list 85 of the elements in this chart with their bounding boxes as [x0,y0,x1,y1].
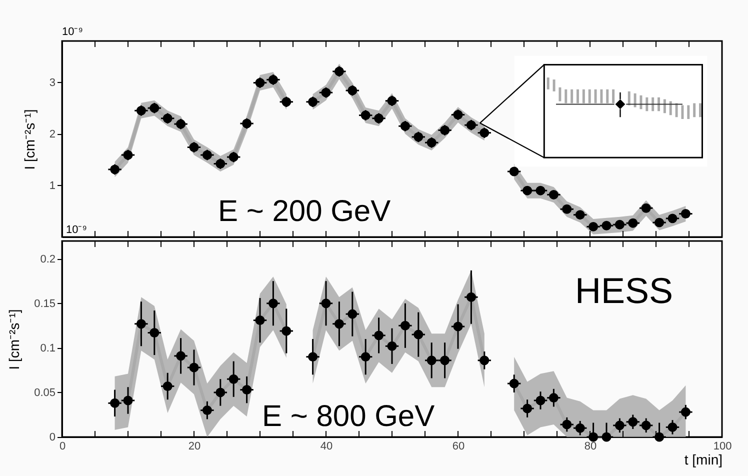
point [228,152,238,162]
point [242,118,252,128]
point [110,164,120,174]
point [562,204,572,214]
y-tick-label: 3 [49,76,56,89]
text: 10⁻⁹ [62,26,83,38]
y-tick-label: 0.15 [34,298,56,310]
y-tick-label: 0.05 [34,386,56,399]
point [680,209,690,219]
point [509,166,519,176]
y-axis-title: I [cm⁻²s⁻¹] [6,309,22,370]
point [641,420,651,430]
point [282,97,292,107]
point [334,319,344,329]
point [374,330,384,340]
point [680,407,690,417]
annotation: E ~ 800 GeV [262,400,435,433]
point [255,316,265,326]
point [668,422,678,432]
x-tick-label: 40 [320,440,333,452]
point [668,214,678,224]
annotation: HESS [575,270,674,311]
y-axis-title: I [cm⁻²s⁻¹] [21,109,38,170]
point [202,150,212,160]
point [189,362,199,372]
point [414,132,424,142]
annotation: 10⁻⁹ [66,224,87,236]
y-tick-label: 0.2 [40,253,56,266]
point [162,381,172,391]
point [321,298,331,308]
x-tick-label: 80 [584,440,597,452]
x-tick-label: 100 [713,440,732,452]
point [426,138,436,148]
x-tick-label: 60 [452,440,465,452]
point [360,352,370,362]
point [480,356,490,366]
point [509,378,519,388]
point [228,374,238,384]
y-tick-label: 0 [49,432,56,444]
point [216,159,226,168]
point [480,128,490,138]
point [334,66,344,76]
y-tick-label: 0.1 [40,342,56,354]
x-tick-label: 0 [59,440,66,452]
point [242,385,252,395]
point [308,352,318,362]
x-tick-label: 20 [188,440,201,452]
point [414,330,424,340]
point [268,298,278,308]
point [641,203,651,213]
point [123,150,133,160]
point [562,420,572,430]
y-tick-label: 2 [49,128,56,140]
point [548,190,558,200]
point [189,142,199,152]
point [176,351,186,361]
point [282,326,292,336]
point [466,292,476,302]
point [654,218,664,228]
point [216,388,226,398]
point [440,126,450,135]
point [348,86,358,96]
point [614,420,624,430]
point [400,121,410,131]
point [453,110,463,120]
point [654,432,664,442]
point [400,320,410,330]
point [575,423,585,433]
point [387,96,397,106]
point [308,97,318,107]
point [176,119,186,129]
x-axis-title: t [min] [684,452,722,468]
point [321,88,331,98]
y-tick-label: 1 [49,180,56,192]
point [522,404,532,414]
point [628,417,638,427]
point [575,210,585,220]
point [348,309,358,319]
point [150,328,160,338]
point [387,341,397,351]
point [453,322,463,332]
annotation: E ~ 200 GeV [218,195,391,228]
point [202,406,212,416]
point [162,114,172,124]
point [136,319,146,329]
